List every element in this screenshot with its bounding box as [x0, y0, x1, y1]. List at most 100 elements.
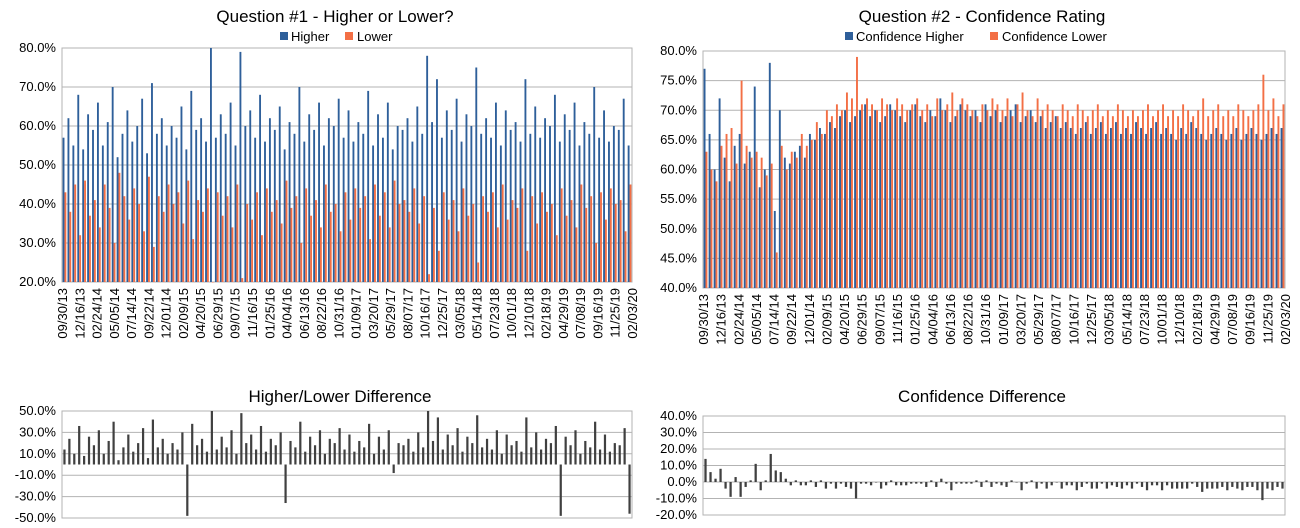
bar	[520, 451, 523, 465]
chart-title: Question #1 - Higher or Lower?	[216, 7, 453, 26]
bars	[62, 48, 632, 283]
bar	[411, 141, 414, 282]
bar	[284, 464, 287, 504]
bar	[1187, 110, 1190, 288]
bar	[461, 451, 464, 465]
bar	[612, 126, 615, 282]
x-tick-label: 05/29/17	[383, 288, 398, 339]
bar	[96, 102, 99, 282]
bar	[1115, 122, 1117, 288]
bar	[192, 239, 195, 282]
bar	[1262, 74, 1265, 288]
bar	[1191, 482, 1194, 484]
bar	[1277, 116, 1280, 289]
bar	[382, 449, 385, 465]
y-tick-label: 40.0%	[19, 196, 56, 211]
bar	[259, 94, 262, 282]
bar	[407, 438, 410, 465]
bar	[293, 133, 296, 282]
x-tick-label: 09/16/19	[1243, 294, 1258, 345]
bar	[534, 106, 537, 282]
bar	[393, 180, 396, 282]
bar	[388, 227, 391, 282]
bar	[1271, 482, 1274, 491]
bar	[442, 192, 445, 282]
bar	[560, 188, 563, 282]
bar	[980, 482, 983, 487]
bar	[133, 188, 136, 282]
bar	[1155, 122, 1158, 288]
bar	[524, 79, 527, 282]
bar	[496, 227, 499, 282]
bar	[1096, 104, 1099, 288]
bar	[845, 92, 848, 288]
x-tick-label: 02/18/19	[1190, 294, 1205, 345]
bar	[509, 129, 512, 282]
bar	[1140, 482, 1144, 487]
bar	[590, 196, 593, 282]
y-tick-label: 40.0%	[660, 408, 697, 423]
bar	[869, 482, 873, 486]
x-tick-label: 01/25/16	[262, 288, 277, 339]
bar	[628, 464, 631, 514]
bar	[934, 116, 937, 289]
bar	[470, 126, 473, 282]
bar	[740, 80, 743, 288]
bar	[138, 204, 141, 282]
bar	[246, 204, 249, 282]
bar	[1120, 482, 1124, 489]
bar	[1202, 98, 1205, 289]
bar	[984, 104, 987, 288]
x-tick-label: 02/24/14	[731, 294, 746, 345]
bar	[764, 480, 767, 482]
bar	[969, 116, 972, 289]
y-tick-label: 30.0%	[660, 425, 697, 440]
bar	[544, 118, 547, 282]
bar	[1116, 104, 1119, 288]
bar	[219, 114, 222, 282]
bar	[924, 122, 927, 288]
bar	[324, 184, 327, 282]
bar	[303, 141, 306, 282]
bar	[1162, 104, 1164, 288]
bar	[467, 215, 470, 282]
bar	[840, 110, 843, 288]
bar	[1235, 128, 1238, 288]
bar	[265, 188, 268, 282]
bar	[1155, 482, 1159, 486]
bar	[629, 184, 632, 282]
bar	[362, 133, 365, 282]
bar	[839, 482, 843, 484]
bar	[103, 184, 106, 282]
bar	[363, 447, 366, 465]
bar	[996, 104, 999, 288]
bar	[63, 449, 66, 465]
bar	[436, 417, 440, 465]
bar	[1080, 482, 1083, 487]
bar	[254, 449, 258, 465]
x-tick-label: 02/03/20	[625, 288, 640, 339]
bar	[1000, 482, 1003, 486]
bar	[573, 102, 576, 282]
bar	[1046, 104, 1049, 288]
bar	[715, 181, 718, 288]
bar	[885, 482, 888, 486]
bar	[1005, 482, 1008, 487]
bar	[834, 128, 836, 288]
bar	[107, 440, 110, 465]
y-tick-label: 50.0%	[19, 157, 56, 172]
bar	[600, 192, 602, 282]
x-tick-label: 07/23/18	[1137, 294, 1152, 345]
bar	[485, 118, 488, 282]
bar	[1054, 116, 1057, 289]
bar	[803, 157, 806, 288]
bar	[1197, 110, 1200, 288]
bar	[1036, 98, 1039, 289]
legend-label-confidence-lower: Confidence Lower	[1002, 29, 1107, 44]
bar	[1180, 128, 1183, 288]
bar	[1145, 133, 1148, 288]
bar	[854, 116, 857, 289]
bar	[753, 86, 756, 288]
bar	[319, 227, 322, 282]
bar	[89, 215, 91, 282]
